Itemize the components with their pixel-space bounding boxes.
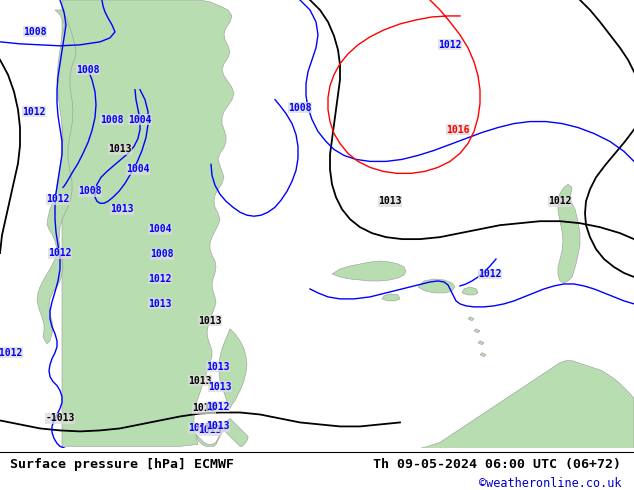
Text: 1013: 1013	[206, 362, 230, 371]
Text: Th 09-05-2024 06:00 UTC (06+72): Th 09-05-2024 06:00 UTC (06+72)	[373, 458, 621, 471]
Text: 1012: 1012	[548, 196, 572, 206]
Text: 1013: 1013	[192, 403, 216, 414]
Text: 1012: 1012	[48, 248, 72, 258]
Text: 1004: 1004	[128, 115, 152, 124]
Text: 1013: 1013	[108, 145, 132, 154]
Text: 1013: 1013	[148, 299, 172, 309]
Text: 1004: 1004	[126, 164, 150, 174]
Text: 1012: 1012	[188, 423, 212, 434]
Text: 1012: 1012	[478, 269, 501, 279]
Text: 1008: 1008	[288, 102, 312, 113]
Text: -1012: -1012	[0, 348, 23, 358]
Text: 1008: 1008	[100, 115, 124, 124]
Text: 1012: 1012	[148, 274, 172, 284]
Text: 1013: 1013	[188, 376, 212, 386]
Text: 1013: 1013	[198, 425, 222, 436]
Text: 1012: 1012	[46, 194, 70, 204]
Polygon shape	[558, 184, 580, 283]
Text: 1013: 1013	[198, 316, 222, 326]
Polygon shape	[468, 317, 474, 321]
Text: 1008: 1008	[23, 27, 47, 37]
Text: 1008: 1008	[150, 249, 174, 259]
Text: 1008: 1008	[76, 65, 100, 75]
Polygon shape	[219, 329, 247, 409]
Text: 1016: 1016	[446, 124, 470, 135]
Text: 1013: 1013	[378, 196, 402, 206]
Text: 1008: 1008	[78, 186, 101, 196]
Polygon shape	[37, 10, 76, 344]
Polygon shape	[196, 418, 248, 446]
Polygon shape	[62, 0, 234, 446]
Text: 1004: 1004	[148, 224, 172, 234]
Polygon shape	[478, 341, 484, 345]
Text: 1012: 1012	[206, 401, 230, 412]
Polygon shape	[462, 287, 478, 295]
Text: 1012: 1012	[22, 107, 46, 117]
Polygon shape	[480, 353, 486, 357]
Polygon shape	[382, 294, 400, 301]
Polygon shape	[474, 329, 480, 333]
Text: 1012: 1012	[438, 40, 462, 50]
Polygon shape	[350, 361, 634, 448]
Text: 1013: 1013	[206, 421, 230, 431]
Text: Surface pressure [hPa] ECMWF: Surface pressure [hPa] ECMWF	[10, 458, 233, 471]
Text: 1013: 1013	[208, 382, 232, 392]
Text: ©weatheronline.co.uk: ©weatheronline.co.uk	[479, 477, 621, 490]
Text: 1013: 1013	[110, 204, 134, 214]
Polygon shape	[418, 279, 455, 293]
Polygon shape	[332, 261, 406, 281]
Text: -1013: -1013	[45, 414, 75, 423]
